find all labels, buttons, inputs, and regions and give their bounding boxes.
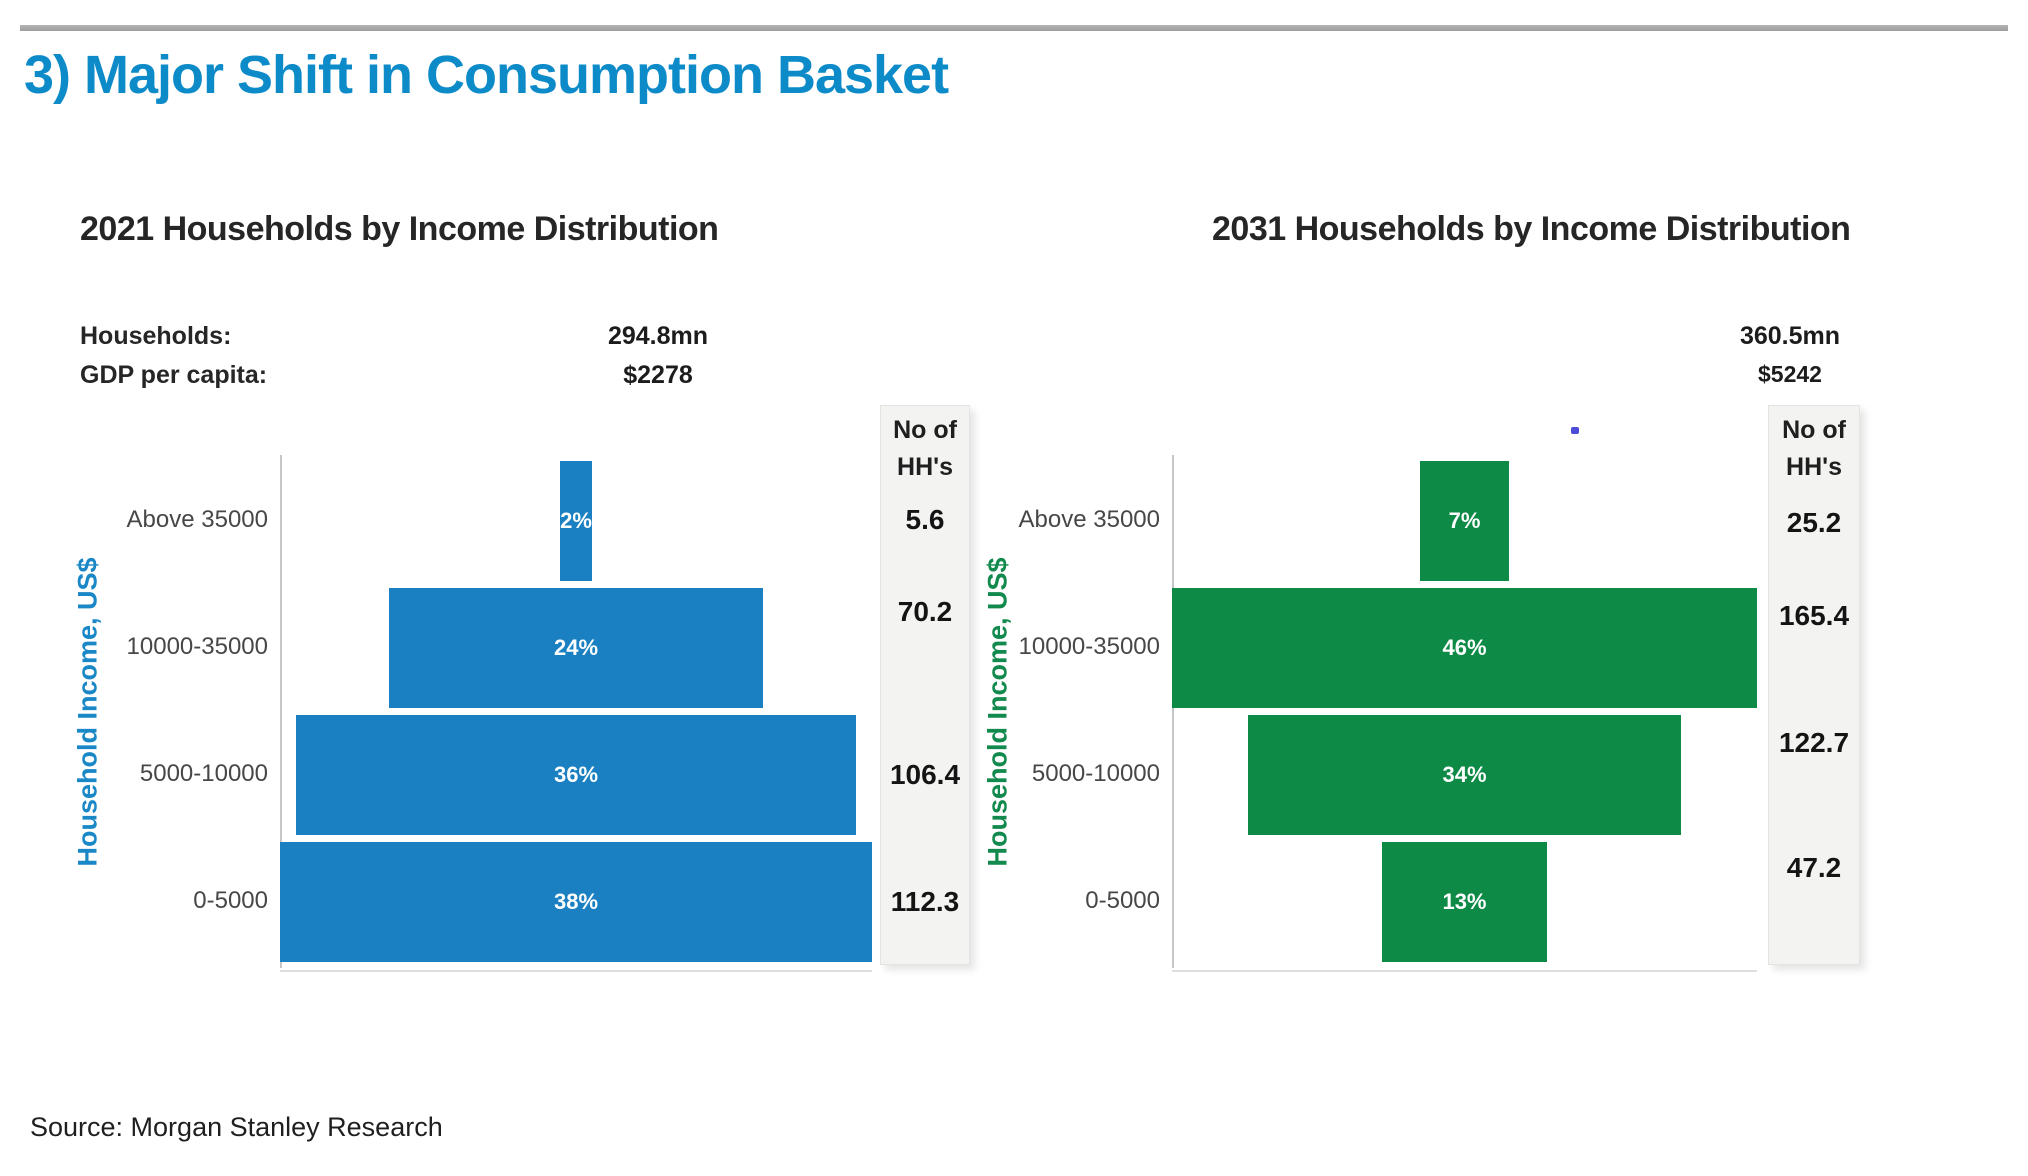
no-of-hhs-panel xyxy=(880,405,970,965)
source-note: Source: Morgan Stanley Research xyxy=(30,1112,443,1142)
category-label: 0-5000 xyxy=(193,887,268,914)
stat-label: Households: xyxy=(80,322,232,350)
stat-value: $2278 xyxy=(623,361,693,389)
category-label: 0-5000 xyxy=(1085,887,1160,914)
category-label: 10000-35000 xyxy=(126,633,268,660)
no-of-hhs-value: 106.4 xyxy=(889,759,961,790)
category-label: Above 35000 xyxy=(126,506,268,533)
bar-percent-label: 2% xyxy=(560,508,592,533)
page-title: 3) Major Shift in Consumption Basket xyxy=(24,45,949,105)
no-of-hhs-header: No of HH's xyxy=(893,416,957,481)
plot-baseline xyxy=(280,970,872,972)
y-axis-label: Household Income, US$ xyxy=(72,557,103,867)
no-of-hhs-value: 25.2 xyxy=(1786,507,1842,538)
category-label: 5000-10000 xyxy=(139,760,268,787)
chart-title-2021: 2021 Households by Income Distribution xyxy=(80,210,719,248)
no-of-hhs-value: 165.4 xyxy=(1778,600,1850,631)
funnel-bar: 24% xyxy=(389,588,763,708)
no-of-hhs-value: 112.3 xyxy=(890,886,960,917)
bar-percent-label: 46% xyxy=(1442,635,1487,660)
stray-blue-dot xyxy=(1571,427,1579,434)
category-label: Above 35000 xyxy=(1018,506,1160,533)
stat-value: $5242 xyxy=(1758,361,1822,387)
bar-percent-label: 24% xyxy=(553,635,599,660)
funnel-bar: 46% xyxy=(1172,588,1757,708)
header-divider xyxy=(20,25,2008,31)
y-axis-line xyxy=(280,455,282,968)
plot-baseline xyxy=(1172,970,1757,972)
bar-percent-label: 7% xyxy=(1448,508,1481,533)
stat-value: 360.5mn xyxy=(1739,322,1841,350)
bar-percent-label: 36% xyxy=(553,762,599,787)
stat-label: GDP per capita: xyxy=(80,361,268,389)
bar-percent-label: 38% xyxy=(553,889,599,914)
funnel-bar: 38% xyxy=(280,842,872,962)
funnel-bar: 34% xyxy=(1248,715,1681,835)
funnel-bar: 13% xyxy=(1381,842,1548,962)
funnel-bar: 2% xyxy=(560,461,592,581)
no-of-hhs-panel xyxy=(1768,405,1860,965)
stat-value: 294.8mn xyxy=(607,322,709,350)
no-of-hhs-value: 122.7 xyxy=(1778,727,1850,758)
y-axis-line xyxy=(1172,455,1174,968)
y-axis-label: Household Income, US$ xyxy=(982,557,1013,867)
no-of-hhs-header: No of HH's xyxy=(1782,416,1846,481)
category-label: 10000-35000 xyxy=(1018,633,1160,660)
category-label: 5000-10000 xyxy=(1031,760,1160,787)
no-of-hhs-value: 47.2 xyxy=(1786,852,1842,883)
bar-percent-label: 13% xyxy=(1442,889,1487,914)
funnel-bar: 36% xyxy=(295,715,857,835)
funnel-bar: 7% xyxy=(1419,461,1509,581)
bar-percent-label: 34% xyxy=(1442,762,1487,787)
no-of-hhs-value: 5.6 xyxy=(905,504,945,535)
no-of-hhs-value: 70.2 xyxy=(897,596,953,627)
chart-title-2031: 2031 Households by Income Distribution xyxy=(1212,210,1851,248)
